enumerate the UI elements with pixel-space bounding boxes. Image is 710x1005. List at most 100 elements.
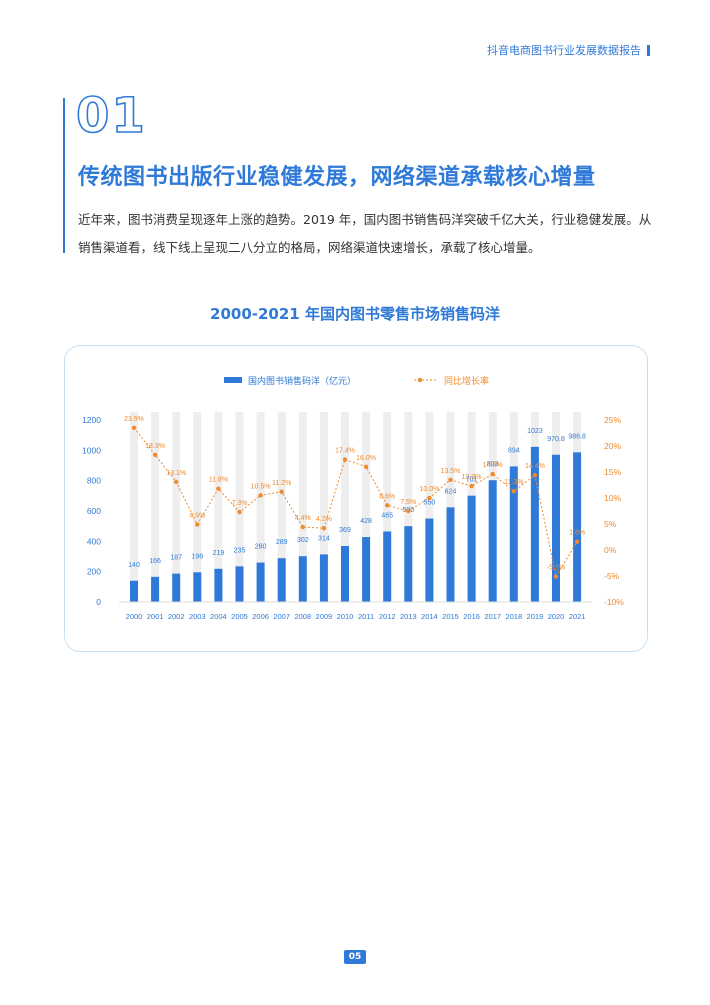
x-tick-label: 2007 <box>273 612 290 621</box>
growth-value-label: 7.3% <box>232 500 248 507</box>
chart-title: 2000-2021 年国内图书零售市场销售码洋 <box>210 305 500 323</box>
bar-value-label: 140 <box>128 562 140 569</box>
growth-point <box>216 486 221 491</box>
bar-value-label: 260 <box>255 544 267 551</box>
growth-value-label: 13.5% <box>441 468 461 475</box>
bar-value-label: 465 <box>381 512 393 519</box>
bar-value-label: 550 <box>424 500 436 507</box>
bar-value-label: 166 <box>149 558 161 565</box>
bar <box>277 558 286 602</box>
bar <box>214 568 223 602</box>
y-right-tick-label: 15% <box>604 467 621 477</box>
bar <box>404 526 413 602</box>
bar <box>362 537 371 602</box>
bar-value-label: 894 <box>508 447 520 454</box>
x-tick-label: 2011 <box>358 612 374 621</box>
bar <box>298 556 307 602</box>
legend-line-label: 同比增长率 <box>444 375 489 386</box>
section-body: 近年来，图书消费呈现逐年上涨的趋势。2019 年，国内图书销售码洋突破千亿大关，… <box>78 212 652 255</box>
bar-value-label: 803 <box>487 461 499 468</box>
bar-background <box>425 412 434 602</box>
section-accent-line <box>63 98 65 253</box>
bar <box>172 573 181 602</box>
growth-value-label: 23.5% <box>124 416 144 423</box>
report-header: 抖音电商图书行业发展数据报告 <box>487 42 650 58</box>
bar-background <box>319 412 328 602</box>
x-tick-label: 2016 <box>463 612 480 621</box>
growth-value-label: 4.4% <box>295 515 311 522</box>
growth-point <box>448 477 453 482</box>
bar-background <box>151 412 160 602</box>
page-number: 05 <box>344 950 366 964</box>
y-left-tick-label: 800 <box>87 476 101 486</box>
growth-value-label: 18.3% <box>145 443 165 450</box>
bar-value-label: 369 <box>339 527 351 534</box>
y-right-tick-label: 0% <box>604 545 617 555</box>
bar-background <box>130 412 138 602</box>
bar-background <box>277 412 286 602</box>
bar-value-label: 986.8 <box>568 433 586 440</box>
bar-background <box>235 412 244 602</box>
growth-point <box>237 509 242 515</box>
growth-point <box>406 508 411 514</box>
bar <box>530 446 539 602</box>
bar-background <box>298 412 307 602</box>
legend-bar-swatch <box>224 377 242 383</box>
x-tick-label: 2006 <box>252 612 269 621</box>
growth-point <box>363 464 369 469</box>
growth-point <box>511 489 516 494</box>
growth-point <box>469 483 474 489</box>
bar-value-label: 428 <box>360 518 372 525</box>
x-tick-label: 2004 <box>210 612 227 621</box>
bar-value-label: 314 <box>318 535 330 542</box>
bar-background <box>256 412 265 602</box>
growth-value-label: 1.6% <box>569 530 585 537</box>
growth-point <box>279 489 284 494</box>
x-tick-label: 2021 <box>569 612 586 621</box>
x-tick-label: 2008 <box>294 612 311 621</box>
bar-value-label: 970.8 <box>547 436 565 443</box>
growth-point <box>152 452 158 458</box>
growth-point <box>321 525 327 531</box>
y-right-tick-label: -5% <box>604 571 620 581</box>
growth-value-label: 14.4% <box>525 463 545 470</box>
y-right-tick-label: 10% <box>604 493 621 503</box>
growth-point <box>174 479 179 485</box>
x-tick-label: 2003 <box>189 612 206 621</box>
bar-background <box>404 412 413 602</box>
x-tick-label: 2014 <box>421 612 438 621</box>
bar <box>319 554 328 602</box>
bar <box>383 531 392 602</box>
growth-value-label: 14.6% <box>483 462 503 469</box>
x-tick-label: 2009 <box>316 612 333 621</box>
growth-point <box>574 539 580 544</box>
bar-value-label: 302 <box>297 537 309 544</box>
chart-container <box>64 345 648 652</box>
y-left-tick-label: 1200 <box>82 415 101 425</box>
growth-value-label: -5.1% <box>547 565 565 572</box>
x-tick-label: 2002 <box>168 612 185 621</box>
report-title: 抖音电商图书行业发展数据报告 <box>487 44 641 57</box>
x-tick-label: 2018 <box>505 612 522 621</box>
growth-value-label: 17.4% <box>335 448 355 455</box>
x-tick-label: 2005 <box>231 612 248 621</box>
x-tick-label: 2013 <box>400 612 417 621</box>
bar <box>151 576 160 602</box>
section-title: 传统图书出版行业稳健发展，网络渠道承载核心增量 <box>78 165 596 190</box>
bar <box>130 580 138 602</box>
growth-point <box>195 522 200 527</box>
x-tick-label: 2001 <box>147 612 164 621</box>
growth-value-label: 16.0% <box>356 455 376 462</box>
growth-value-label: 10.5% <box>251 483 271 490</box>
growth-point <box>427 495 432 501</box>
x-tick-label: 2019 <box>527 612 544 621</box>
bar-value-label: 624 <box>445 488 457 495</box>
y-left-tick-label: 0 <box>96 597 101 607</box>
bar-background <box>214 412 223 602</box>
bar-value-label: 701 <box>466 477 478 484</box>
x-tick-label: 2010 <box>337 612 354 621</box>
y-left-tick-label: 400 <box>87 536 101 546</box>
growth-value-label: 7.5% <box>400 499 416 506</box>
growth-value-label: 13.1% <box>166 470 186 477</box>
bar-background <box>193 412 202 602</box>
